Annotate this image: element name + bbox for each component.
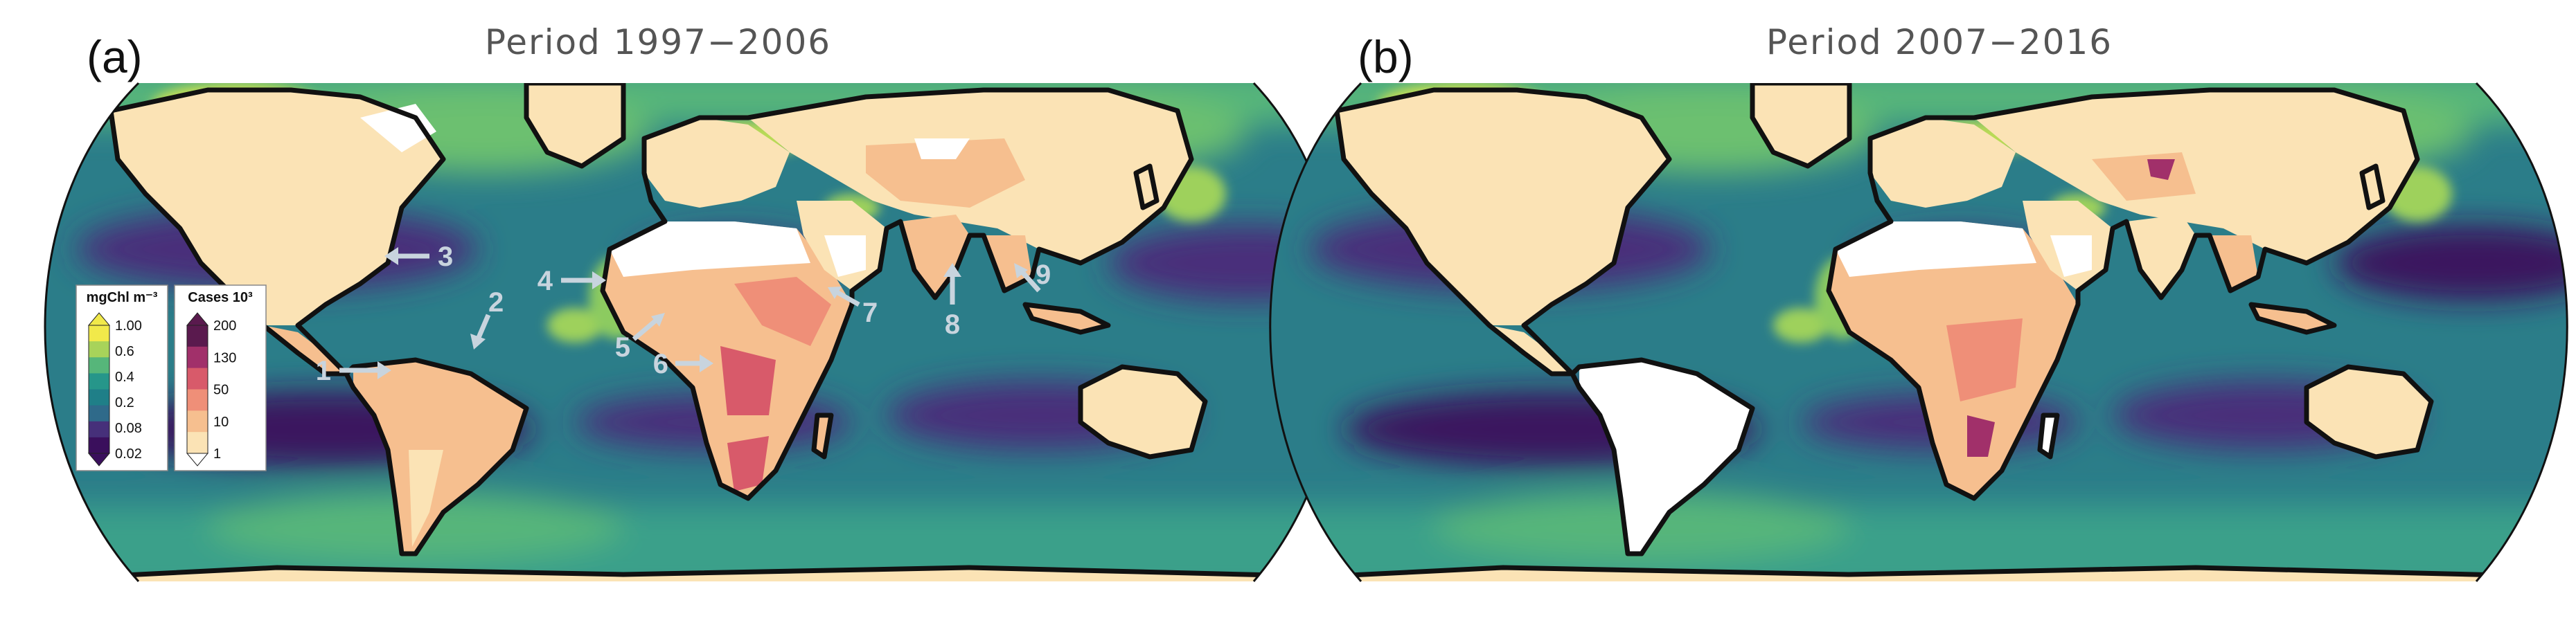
land-b — [1270, 83, 2568, 581]
legend-cases: Cases 10³ 200 130 50 10 1 — [174, 284, 267, 471]
map-panel-a — [44, 82, 1343, 583]
legend-tick-label: 10 — [213, 415, 229, 430]
legend-swatch — [187, 432, 208, 454]
legend-swatch — [89, 405, 109, 422]
arrow-3: 3 — [384, 242, 453, 272]
arrow-1: 1 — [316, 356, 391, 386]
map-a-body — [45, 83, 1342, 581]
legend-swatch — [89, 421, 109, 438]
legend-swatch — [89, 437, 109, 454]
legend-chl-ticks: 1.00 0.6 0.4 0.2 0.08 0.02 — [115, 318, 142, 462]
legend-swatch — [89, 373, 109, 390]
panel-a-letter: (a) — [87, 31, 143, 82]
legend-swatch — [187, 346, 208, 369]
legend-cases-ticks: 200 130 50 10 1 — [213, 318, 236, 462]
legend-chl-title: mgChl m⁻³ — [87, 290, 158, 305]
legend-swatch — [89, 325, 109, 342]
legend-cases-bar — [186, 312, 209, 467]
arrow-5-label: 5 — [615, 332, 630, 363]
map-panel-b — [1269, 82, 2568, 582]
legend-swatch — [89, 357, 109, 374]
legend-swatch — [187, 389, 208, 411]
legend-tick-label: 200 — [213, 318, 236, 334]
legend-tick-label: 0.08 — [115, 421, 142, 436]
legend-tick-label: 1 — [213, 446, 221, 462]
legend-tick-label: 50 — [213, 383, 229, 398]
legend-swatch — [187, 325, 208, 347]
panel-a-title: Period 1997−2006 — [485, 22, 831, 62]
arrow-9: 9 — [1014, 260, 1051, 293]
legend-swatch — [89, 389, 109, 406]
panel-b-title: Period 2007−2016 — [1766, 22, 2113, 62]
arrow-6: 6 — [653, 349, 713, 379]
arrow-2: 2 — [470, 287, 504, 350]
legend-tick-label: 130 — [213, 350, 236, 365]
arrow-2-label: 2 — [488, 287, 504, 318]
legend-tick-label: 0.2 — [115, 395, 134, 410]
region-arrows: 1 2 3 4 5 6 7 — [316, 242, 1051, 386]
legend-tick-label: 1.00 — [115, 318, 142, 334]
arrow-4: 4 — [538, 266, 606, 296]
arrow-8-label: 8 — [945, 309, 960, 340]
legend-swatch — [187, 368, 208, 390]
map-b-body — [1270, 83, 2568, 581]
legend-chl-bar — [87, 312, 111, 467]
legend-tick-label: 0.02 — [115, 446, 142, 462]
arrow-7-label: 7 — [862, 298, 878, 328]
panel-b-letter: (b) — [1358, 31, 1414, 82]
arrow-3-label: 3 — [438, 242, 453, 272]
legend-swatch — [187, 410, 208, 433]
legend-tick-label: 0.6 — [115, 344, 134, 359]
arrow-4-label: 4 — [538, 266, 553, 296]
arrow-6-label: 6 — [653, 349, 668, 379]
land-a — [45, 83, 1342, 581]
arrow-7: 7 — [828, 287, 878, 328]
legend-tick-label: 0.4 — [115, 370, 134, 385]
legend-cases-title: Cases 10³ — [188, 290, 253, 305]
legend-chlorophyll: mgChl m⁻³ 1.00 0.6 0.4 0.2 0.08 0.02 — [75, 284, 168, 471]
arrow-8: 8 — [943, 263, 961, 340]
arrow-5: 5 — [615, 313, 665, 363]
arrow-1-label: 1 — [316, 356, 331, 386]
legend-swatch — [89, 341, 109, 358]
arrow-9-label: 9 — [1036, 260, 1051, 290]
